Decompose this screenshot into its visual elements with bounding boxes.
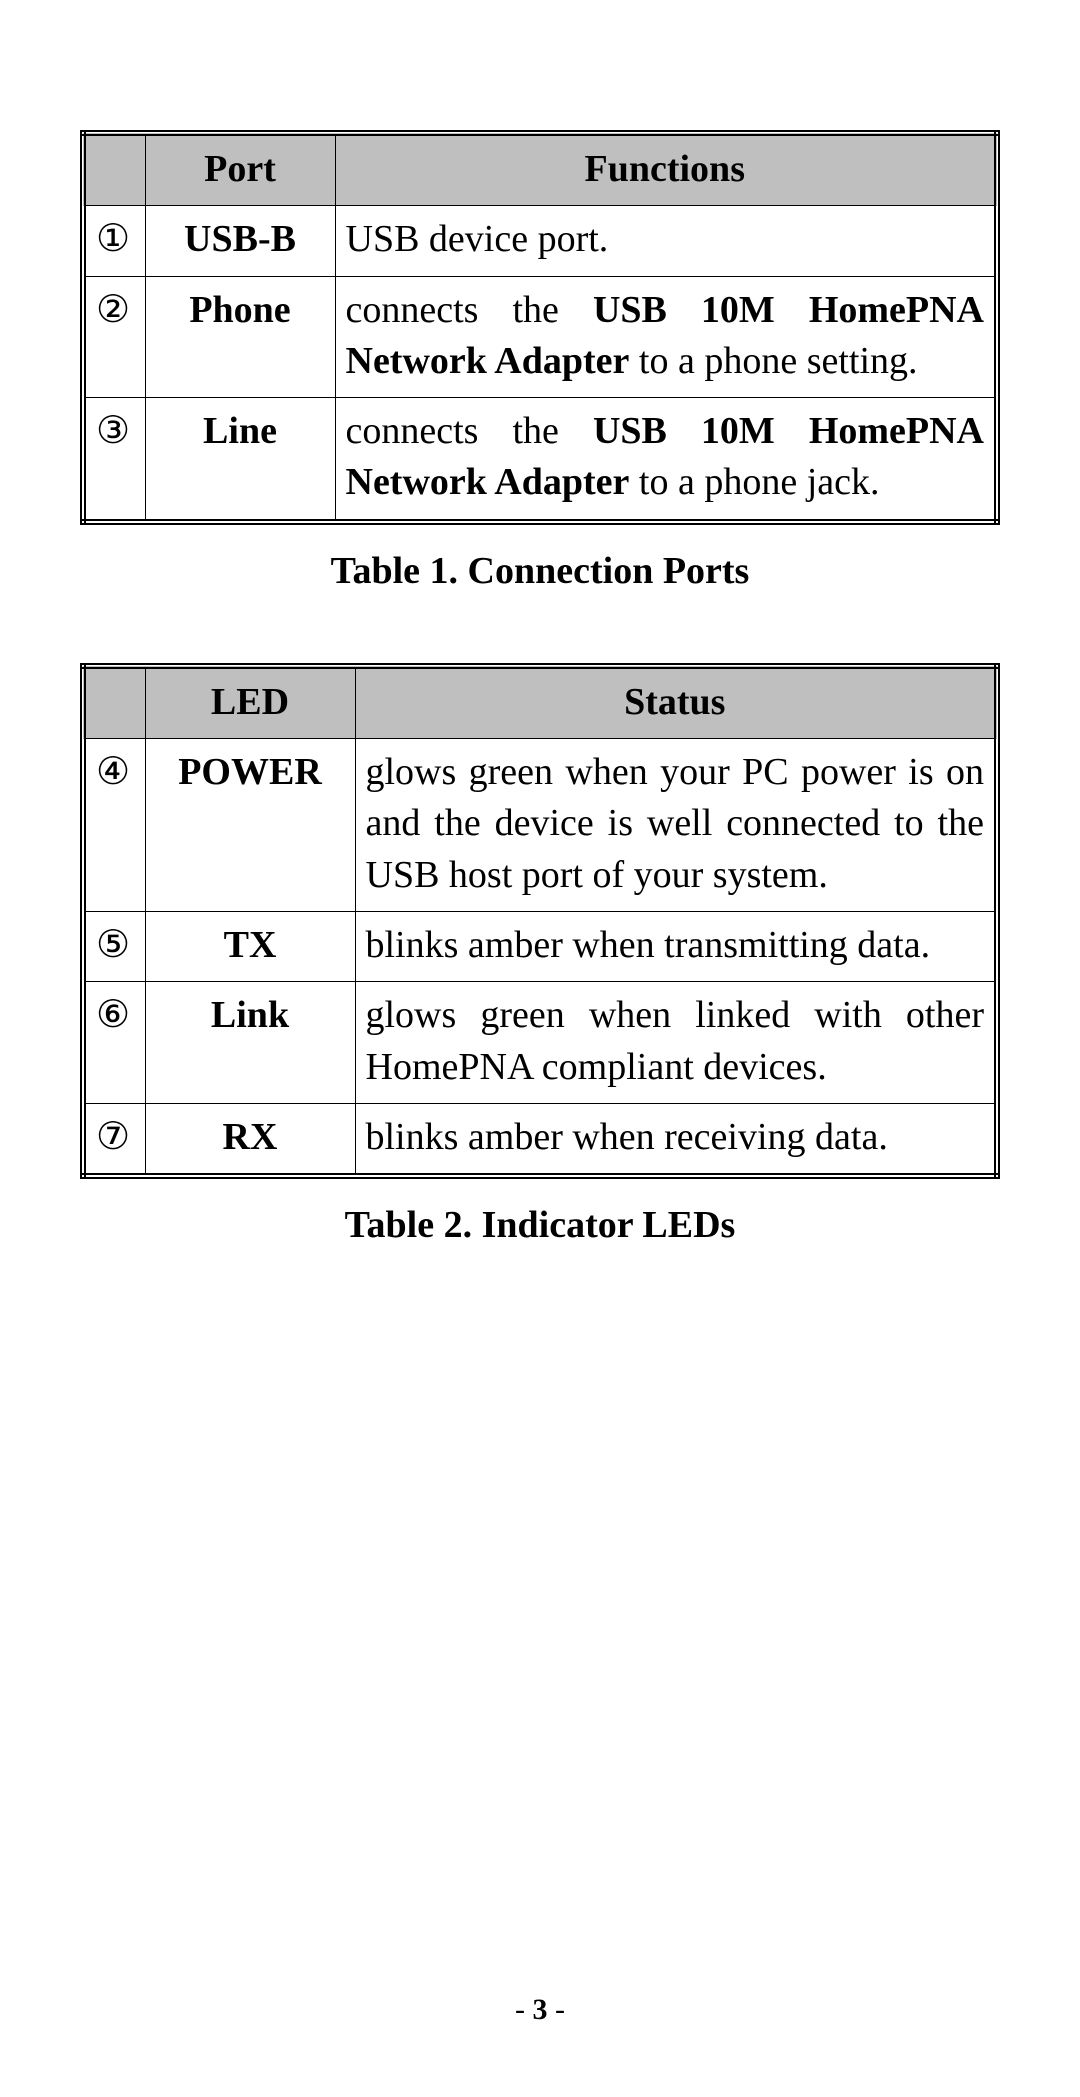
table-header-blank xyxy=(83,133,145,206)
table-row: ② Phone connects the USB 10M HomePNA Net… xyxy=(83,276,997,398)
led-name: RX xyxy=(145,1103,355,1176)
port-function: connects the USB 10M HomePNA Network Ada… xyxy=(335,276,997,398)
led-status: glows green when your PC power is on and… xyxy=(355,739,997,912)
row-number: ⑦ xyxy=(83,1103,145,1176)
page-number: - 3 - xyxy=(0,1993,1080,2027)
led-name: TX xyxy=(145,911,355,981)
table-row: ① USB-B USB device port. xyxy=(83,206,997,276)
table-header-blank xyxy=(83,666,145,739)
table-row: ⑥ Link glows green when linked with othe… xyxy=(83,982,997,1104)
table-header-status: Status xyxy=(355,666,997,739)
table-row: ⑤ TX blinks amber when transmitting data… xyxy=(83,911,997,981)
row-number: ⑤ xyxy=(83,911,145,981)
port-name: USB-B xyxy=(145,206,335,276)
port-function: USB device port. xyxy=(335,206,997,276)
spacer xyxy=(80,593,1000,663)
table-header-row: Port Functions xyxy=(83,133,997,206)
row-number: ④ xyxy=(83,739,145,912)
row-number: ② xyxy=(83,276,145,398)
table-header-led: LED xyxy=(145,666,355,739)
port-name: Phone xyxy=(145,276,335,398)
table-header-functions: Functions xyxy=(335,133,997,206)
port-name: Line xyxy=(145,398,335,522)
led-name: POWER xyxy=(145,739,355,912)
led-status: glows green when linked with other HomeP… xyxy=(355,982,997,1104)
row-number: ① xyxy=(83,206,145,276)
connection-ports-table: Port Functions ① USB-B USB device port. … xyxy=(80,130,1000,525)
document-page: Port Functions ① USB-B USB device port. … xyxy=(0,0,1080,2097)
table2-caption: Table 2. Indicator LEDs xyxy=(80,1203,1000,1247)
table1-caption: Table 1. Connection Ports xyxy=(80,549,1000,593)
port-function: connects the USB 10M HomePNA Network Ada… xyxy=(335,398,997,522)
table-header-port: Port xyxy=(145,133,335,206)
row-number: ⑥ xyxy=(83,982,145,1104)
table-header-row: LED Status xyxy=(83,666,997,739)
table-row: ⑦ RX blinks amber when receiving data. xyxy=(83,1103,997,1176)
led-status: blinks amber when transmitting data. xyxy=(355,911,997,981)
led-status: blinks amber when receiving data. xyxy=(355,1103,997,1176)
page-number-value: 3 xyxy=(533,1993,548,2026)
row-number: ③ xyxy=(83,398,145,522)
led-name: Link xyxy=(145,982,355,1104)
indicator-leds-table: LED Status ④ POWER glows green when your… xyxy=(80,663,1000,1179)
page-number-prefix: - xyxy=(515,1993,533,2026)
table-row: ③ Line connects the USB 10M HomePNA Netw… xyxy=(83,398,997,522)
page-number-suffix: - xyxy=(548,1993,566,2026)
table-row: ④ POWER glows green when your PC power i… xyxy=(83,739,997,912)
